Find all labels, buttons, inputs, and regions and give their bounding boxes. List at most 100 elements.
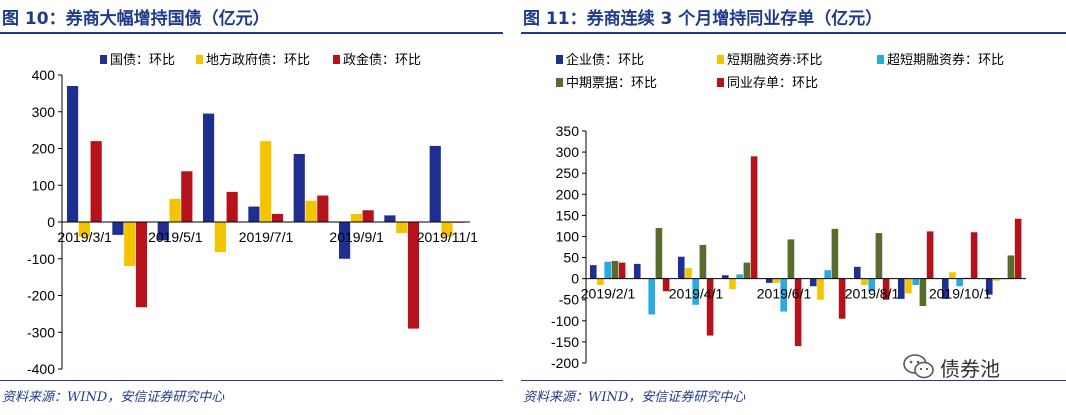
x-tick-label-0-1: 2019/5/1 — [148, 229, 203, 245]
bar-1-2-4 — [780, 278, 788, 312]
y-tick-label-1-0: 350 — [556, 123, 580, 139]
bar-1-0-5 — [809, 278, 817, 287]
bar-0-1-2 — [169, 198, 181, 222]
bar-1-2-2 — [692, 278, 700, 305]
legend-swatch-1-0 — [556, 55, 563, 64]
bar-0-0-0 — [66, 86, 79, 223]
y-tick-label-1-8: -50 — [559, 292, 579, 308]
x-tick-label-0-0: 2019/3/1 — [57, 229, 112, 245]
left-title-rule — [0, 32, 503, 34]
legend-swatch-1-2 — [877, 55, 884, 64]
bar-0-0-6 — [338, 222, 351, 259]
left-source-rule — [0, 380, 503, 381]
legend-label-0-2: 政金债：环比 — [343, 52, 421, 68]
bar-1-0-8 — [941, 278, 949, 299]
bar-1-0-9 — [985, 278, 993, 295]
legend-swatch-1-1 — [717, 55, 724, 64]
y-tick-label-0-2: 200 — [32, 141, 56, 157]
legend-swatch-1-3 — [556, 78, 563, 87]
legend-label-1-2: 超短期融资券：环比 — [887, 52, 1004, 68]
right-chart-title: 图 11：券商连续 3 个月增持同业存单（亿元） — [523, 9, 883, 29]
bar-1-4-0 — [618, 262, 626, 279]
bar-0-1-5 — [305, 200, 317, 222]
bar-1-2-6 — [868, 278, 876, 292]
y-tick-label-0-8: -400 — [27, 361, 55, 377]
bar-0-2-0 — [90, 141, 102, 222]
y-tick-label-1-11: -200 — [551, 355, 579, 371]
bar-0-0-1 — [112, 222, 124, 235]
left-chart-panel: 图 10：券商大幅增持国债（亿元） 国债：环比 地方政府债：环比 政金债：环比 400… — [0, 0, 503, 415]
bar-1-0-0 — [589, 265, 597, 279]
right-chart-panel: 图 11：券商连续 3 个月增持同业存单（亿元） 企业债：环比 短期融资券:环比 超… — [521, 0, 1066, 415]
bar-1-0-1 — [633, 263, 641, 279]
left-chart-source: 资料来源：WIND，安信证券研究中心 — [2, 390, 225, 405]
bar-1-1-9 — [993, 278, 1000, 281]
bar-1-4-7 — [926, 231, 934, 279]
legend-label-1-1: 短期融资券:环比 — [727, 52, 822, 68]
y-tick-label-0-0: 400 — [32, 67, 56, 83]
legend-label-1-3: 中期票据：环比 — [566, 76, 657, 91]
bar-1-3-5 — [831, 228, 839, 279]
bar-0-0-7 — [384, 215, 396, 222]
bar-1-4-8 — [970, 232, 978, 279]
bar-0-1-6 — [350, 213, 362, 222]
y-tick-label-0-7: -300 — [27, 324, 55, 340]
bar-0-0-4 — [248, 206, 260, 222]
bar-1-1-8 — [949, 272, 956, 279]
watermark-text: 债券池 — [940, 356, 1000, 381]
watermark: 债券池 — [902, 352, 1000, 382]
bar-0-2-7 — [407, 222, 420, 329]
bar-1-1-7 — [905, 278, 912, 294]
bar-1-3-7 — [919, 278, 927, 307]
y-tick-label-0-4: 0 — [47, 214, 55, 230]
bar-1-0-4 — [765, 278, 773, 283]
y-tick-label-1-1: 300 — [556, 144, 580, 160]
legend-swatch-0-0 — [100, 55, 107, 64]
bar-0-0-5 — [293, 154, 305, 222]
x-tick-label-1-1: 2019/4/1 — [669, 286, 724, 302]
y-tick-label-1-2: 250 — [556, 165, 580, 181]
bar-1-4-1 — [662, 278, 670, 292]
legend-label-0-1: 地方政府债：环比 — [206, 52, 310, 68]
left-chart-svg: 国债：环比 地方政府债：环比 政金债：环比 400 300 200 100 0 -100 -200… — [27, 52, 478, 377]
x-tick-label-1-3: 2019/8/1 — [845, 286, 900, 302]
x-tick-label-0-3: 2019/9/1 — [329, 229, 384, 245]
bar-1-1-6 — [861, 278, 868, 285]
bar-0-1-1 — [124, 222, 136, 267]
bar-0-2-1 — [135, 222, 148, 308]
y-tick-label-1-6: 50 — [563, 250, 579, 266]
bar-1-1-5 — [817, 278, 824, 300]
bar-0-2-4 — [271, 213, 284, 222]
wechat-icon — [903, 354, 934, 379]
bar-1-2-1 — [648, 278, 656, 315]
legend-label-1-4: 同业存单：环比 — [727, 76, 818, 91]
bar-0-1-8 — [441, 222, 453, 237]
bar-1-1-0 — [597, 278, 604, 285]
x-tick-label-1-4: 2019/10/1 — [929, 286, 991, 302]
bar-0-2-2 — [181, 171, 193, 222]
y-tick-label-1-4: 150 — [556, 207, 580, 223]
right-chart-source: 资料来源：WIND，安信证券研究中心 — [523, 390, 746, 405]
bar-1-2-5 — [824, 270, 832, 279]
legend-swatch-0-1 — [196, 55, 203, 64]
bar-0-2-5 — [317, 195, 329, 222]
bar-1-3-9 — [1007, 255, 1015, 279]
right-source-rule — [521, 380, 1066, 381]
bar-0-2-3 — [226, 191, 238, 222]
bar-0-1-3 — [214, 222, 226, 253]
bar-0-1-0 — [78, 222, 90, 237]
x-tick-label-0-2: 2019/7/1 — [239, 229, 294, 245]
bar-0-2-6 — [362, 210, 374, 222]
legend-swatch-0-2 — [333, 55, 340, 64]
bar-1-2-8 — [956, 278, 964, 287]
bar-1-4-4 — [794, 278, 802, 347]
bar-1-3-6 — [875, 233, 883, 279]
bar-0-1-7 — [396, 222, 408, 234]
legend-label-1-0: 企业债：环比 — [566, 52, 644, 68]
left-chart-title: 图 10：券商大幅增持国债（亿元） — [2, 9, 270, 29]
bar-1-3-3 — [743, 262, 751, 279]
bar-1-3-2 — [699, 244, 707, 279]
bar-1-2-0 — [604, 261, 612, 279]
x-tick-label-0-4: 2019/11/1 — [417, 229, 478, 245]
